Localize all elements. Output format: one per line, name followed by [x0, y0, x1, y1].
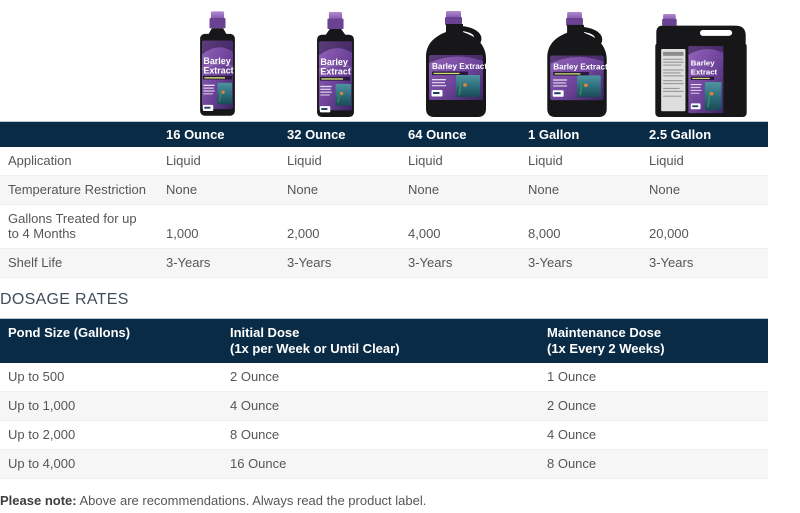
spec-col-header-2-5-gallon: 2.5 Gallon: [641, 121, 768, 147]
product-spec-table: 16 Ounce 32 Ounce 64 Ounce 1 Gallon 2.5 …: [0, 121, 768, 278]
cell-value: 3-Years: [287, 255, 332, 270]
cell-value: None: [408, 182, 440, 197]
product-image-32-ounce: Barley Extract: [311, 12, 360, 118]
product-image-1-gallon: Barley Extract: [543, 12, 611, 118]
dosage-row-up-to-1000: Up to 1,000 4 Ounce 2 Ounce: [0, 391, 768, 421]
table-row-shelf-life: Shelf Life 3-Years 3-Years 3-Years 3-Yea…: [0, 248, 768, 278]
cell-value: None: [528, 182, 560, 197]
cell-value: Liquid: [408, 153, 443, 168]
header-line: Maintenance Dose: [547, 325, 662, 340]
cell-value: 4,000: [408, 226, 441, 241]
initial-dose-cell: 4 Ounce: [230, 398, 280, 413]
dosage-rates-heading: DOSAGE RATES: [0, 291, 129, 308]
header-line: Pond Size (Gallons): [8, 325, 131, 340]
bottle-32oz-illustration: Barley Extract: [317, 12, 354, 118]
dosage-rates-table: Pond Size (Gallons) Initial Dose (1x per…: [0, 318, 768, 479]
bottle-label-text: Extract: [203, 65, 233, 75]
footnote-text: Above are recommendations. Always read t…: [79, 493, 427, 508]
cell-value: 1,000: [166, 226, 199, 241]
bottle-cap: [210, 11, 225, 19]
footnote: Please note: Above are recommendations. …: [0, 492, 800, 509]
spec-col-header-16-ounce: 16 Ounce: [158, 121, 279, 147]
pond-photo: [217, 82, 233, 105]
initial-dose-cell: 16 Ounce: [230, 456, 287, 471]
bottle-label-text: Barley: [203, 56, 230, 66]
maintenance-dose-cell: 2 Ounce: [547, 398, 597, 413]
header-line: (1x per Week or Until Clear): [230, 341, 400, 356]
initial-dose-cell: 2 Ounce: [230, 369, 280, 384]
dosage-row-up-to-4000: Up to 4,000 16 Ounce 8 Ounce: [0, 449, 768, 479]
row-label: Gallons Treated for up to 4 Months: [8, 211, 137, 241]
header-line: Initial Dose: [230, 325, 300, 340]
cell-value: 3-Years: [166, 255, 211, 270]
pond-size-cell: Up to 2,000: [8, 427, 76, 442]
pond-size-cell: Up to 1,000: [8, 398, 76, 413]
dosage-row-up-to-2000: Up to 2,000 8 Ounce 4 Ounce: [0, 420, 768, 450]
bottle-1gal-illustration: Barley Extract: [547, 12, 608, 118]
dosage-col-header-pond-size: Pond Size (Gallons): [0, 318, 222, 363]
spec-col-header-32-ounce: 32 Ounce: [279, 121, 400, 147]
row-label: Shelf Life: [8, 255, 63, 270]
bottle-label-text: Barley: [691, 59, 715, 68]
cell-value: 2,000: [287, 226, 320, 241]
header-line: (1x Every 2 Weeks): [547, 341, 665, 356]
initial-dose-cell: 8 Ounce: [230, 427, 280, 442]
maintenance-dose-cell: 8 Ounce: [547, 456, 597, 471]
bottle-label-text: Barley Extract: [432, 62, 487, 71]
cell-value: Liquid: [528, 153, 563, 168]
cell-value: Liquid: [649, 153, 684, 168]
dosage-col-header-initial-dose: Initial Dose (1x per Week or Until Clear…: [222, 318, 539, 363]
bottle-16oz-illustration: Barley Extract: [200, 11, 235, 116]
bottle-label-text: Barley Extract: [553, 62, 608, 71]
product-image-2-5-gallon: Barley Extract: [651, 14, 751, 118]
spec-header-row: 16 Ounce 32 Ounce 64 Ounce 1 Gallon 2.5 …: [0, 121, 768, 147]
bottle-cap: [663, 14, 676, 20]
bottle-64oz-illustration: Barley Extract: [426, 11, 487, 117]
bottle-cap: [567, 12, 582, 19]
bottle-label-text: Extract: [320, 66, 350, 76]
pond-photo: [577, 75, 601, 98]
table-row-temperature-restriction: Temperature Restriction None None None N…: [0, 175, 768, 205]
dosage-row-up-to-500: Up to 500 2 Ounce 1 Ounce: [0, 363, 768, 392]
cell-value: 3-Years: [649, 255, 694, 270]
bottle-cap: [446, 11, 461, 18]
product-image-16-ounce: Barley Extract: [194, 10, 241, 118]
pond-size-cell: Up to 4,000: [8, 456, 76, 471]
dosage-header-row: Pond Size (Gallons) Initial Dose (1x per…: [0, 318, 768, 363]
spec-col-header-blank: [0, 121, 158, 147]
bottle-top-handle: [656, 25, 746, 44]
cell-value: Liquid: [287, 153, 322, 168]
spec-col-header-1-gallon: 1 Gallon: [520, 121, 641, 147]
pond-size-cell: Up to 500: [8, 369, 65, 384]
cell-value: 20,000: [649, 226, 689, 241]
cell-value: None: [287, 182, 319, 197]
cell-value: None: [166, 182, 198, 197]
bottle-cap: [328, 12, 343, 20]
pond-photo: [704, 82, 722, 111]
cell-value: Liquid: [166, 153, 201, 168]
maintenance-dose-cell: 1 Ounce: [547, 369, 597, 384]
row-label: Application: [8, 153, 72, 168]
dosage-col-header-maintenance-dose: Maintenance Dose (1x Every 2 Weeks): [539, 318, 768, 363]
bottle-label-text: Extract: [691, 67, 718, 76]
pond-photo: [335, 83, 352, 106]
cell-value: None: [649, 182, 681, 197]
maintenance-dose-cell: 4 Ounce: [547, 427, 597, 442]
table-row-gallons-treated: Gallons Treated for up to 4 Months 1,000…: [0, 204, 768, 249]
spec-col-header-64-ounce: 64 Ounce: [400, 121, 520, 147]
table-row-application: Application Liquid Liquid Liquid Liquid …: [0, 147, 768, 176]
bottle-label-text: Barley: [320, 57, 347, 67]
cell-value: 8,000: [528, 226, 561, 241]
row-label: Temperature Restriction: [8, 182, 146, 197]
product-image-64-ounce: Barley Extract: [422, 11, 490, 118]
footnote-label: Please note:: [0, 493, 77, 508]
bottle-2-5gal-illustration: Barley Extract: [655, 14, 747, 118]
cell-value: 3-Years: [528, 255, 573, 270]
cell-value: 3-Years: [408, 255, 453, 270]
pond-photo: [456, 75, 480, 97]
product-images-row: Barley Extract: [0, 0, 800, 121]
